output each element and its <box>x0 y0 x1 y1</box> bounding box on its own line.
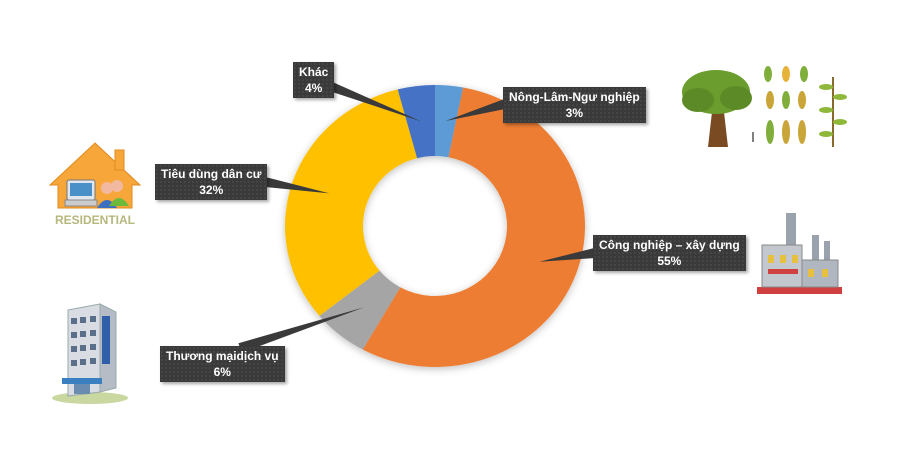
donut-slice-4 <box>397 85 435 159</box>
data-label-tieu-dung-dan-cu: Tiêu dùng dân cư 32% <box>155 164 268 200</box>
callout-pointer-1 <box>539 248 596 262</box>
label-value: 6% <box>213 365 231 379</box>
tree-and-crops-icon <box>682 66 847 147</box>
label-value: 3% <box>565 106 583 120</box>
data-label-thuong-mai-dich-vu: Thương mạidịch vụ 6% <box>160 346 285 382</box>
donut-slice-1 <box>362 87 586 368</box>
label-value: 4% <box>305 81 323 95</box>
callout-pointer-4 <box>325 80 422 122</box>
data-label-nong-lam-ngu-nghiep: Nông-Lâm-Ngư nghiệp 3% <box>503 87 646 123</box>
factory-icon <box>757 213 842 294</box>
residential-house-icon: RESIDENTIAL <box>48 142 142 227</box>
label-value: 32% <box>199 183 224 197</box>
data-label-cong-nghiep-xay-dung: Công nghiệp – xây dựng 55% <box>593 235 746 271</box>
donut-slice-3 <box>285 89 418 316</box>
data-label-khac: Khác 4% <box>293 62 335 98</box>
label-category: Khác <box>299 65 329 79</box>
label-category: Nông-Lâm-Ngư nghiệp <box>509 90 640 104</box>
label-category: Thương mạidịch vụ <box>166 349 279 363</box>
hotel-building-icon <box>52 303 128 404</box>
label-category: Tiêu dùng dân cư <box>161 167 262 181</box>
label-value: 55% <box>657 254 682 268</box>
donut-slice-2 <box>319 270 401 350</box>
label-category: Công nghiệp – xây dựng <box>599 238 740 252</box>
donut-slice-0 <box>435 85 464 158</box>
callout-pointer-0 <box>445 99 507 121</box>
residential-logo-text: RESIDENTIAL <box>55 213 135 227</box>
callout-pointer-2 <box>238 307 365 353</box>
callout-pointer-3 <box>264 177 330 194</box>
